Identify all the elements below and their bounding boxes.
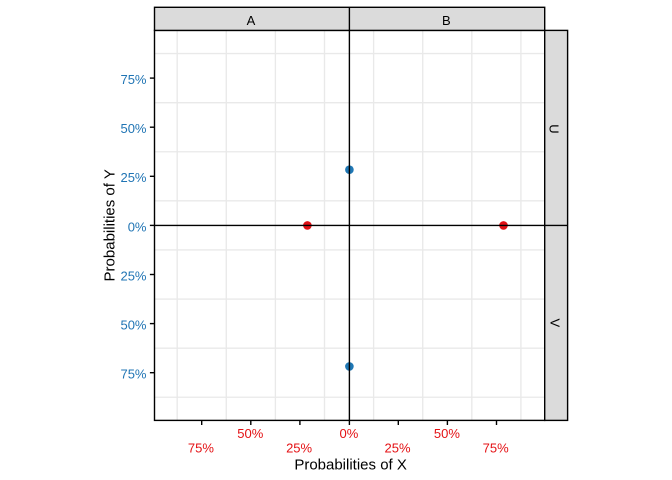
- svg-text:Probabilities of Y: Probabilities of Y: [102, 169, 119, 281]
- svg-text:50%: 50%: [237, 426, 263, 441]
- svg-text:25%: 25%: [286, 441, 312, 456]
- svg-text:50%: 50%: [120, 318, 146, 333]
- svg-text:25%: 25%: [384, 441, 410, 456]
- svg-text:75%: 75%: [483, 441, 509, 456]
- svg-text:V: V: [548, 319, 563, 328]
- svg-text:25%: 25%: [120, 268, 146, 283]
- svg-text:50%: 50%: [434, 426, 460, 441]
- svg-text:B: B: [442, 13, 451, 28]
- svg-text:50%: 50%: [120, 121, 146, 136]
- svg-text:0%: 0%: [128, 219, 147, 234]
- svg-text:Probabilities of X: Probabilities of X: [294, 457, 407, 474]
- svg-text:A: A: [247, 13, 256, 28]
- svg-text:U: U: [547, 124, 562, 133]
- svg-text:0%: 0%: [340, 426, 359, 441]
- svg-text:75%: 75%: [120, 367, 146, 382]
- svg-text:75%: 75%: [120, 72, 146, 87]
- svg-text:75%: 75%: [188, 441, 214, 456]
- svg-text:25%: 25%: [120, 170, 146, 185]
